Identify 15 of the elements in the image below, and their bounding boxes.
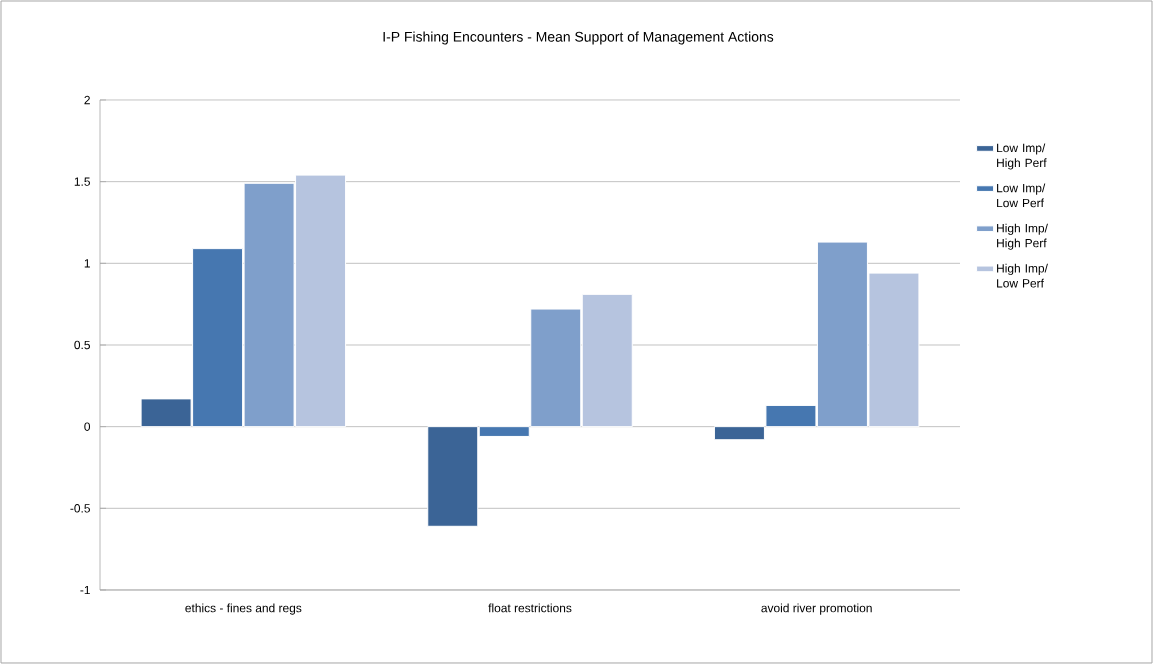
chart-title: I-P Fishing Encounters - Mean Support of Management Actions — [383, 31, 774, 45]
legend-label: Low Imp/ Low Perf — [997, 183, 1046, 208]
y-tick-label: 0.5 — [74, 340, 90, 350]
x-tick-label: avoid river promotion — [761, 603, 872, 615]
y-tick-label: -1 — [80, 585, 90, 595]
x-tick-label: float restrictions — [488, 603, 572, 613]
x-tick-label: ethics - fines and regs — [185, 603, 302, 615]
y-tick-label: 1 — [84, 259, 90, 268]
y-tick-label: -0.5 — [70, 504, 90, 513]
legend-label: High Imp/ High Perf — [997, 223, 1048, 250]
y-tick-label: 2 — [84, 95, 90, 105]
legend-label: Low Imp/ High Perf — [997, 143, 1047, 170]
y-tick-label: 0 — [84, 422, 91, 431]
legend-label: High Imp/ Low Perf — [997, 263, 1048, 288]
y-tick-label: 1.5 — [74, 177, 90, 186]
